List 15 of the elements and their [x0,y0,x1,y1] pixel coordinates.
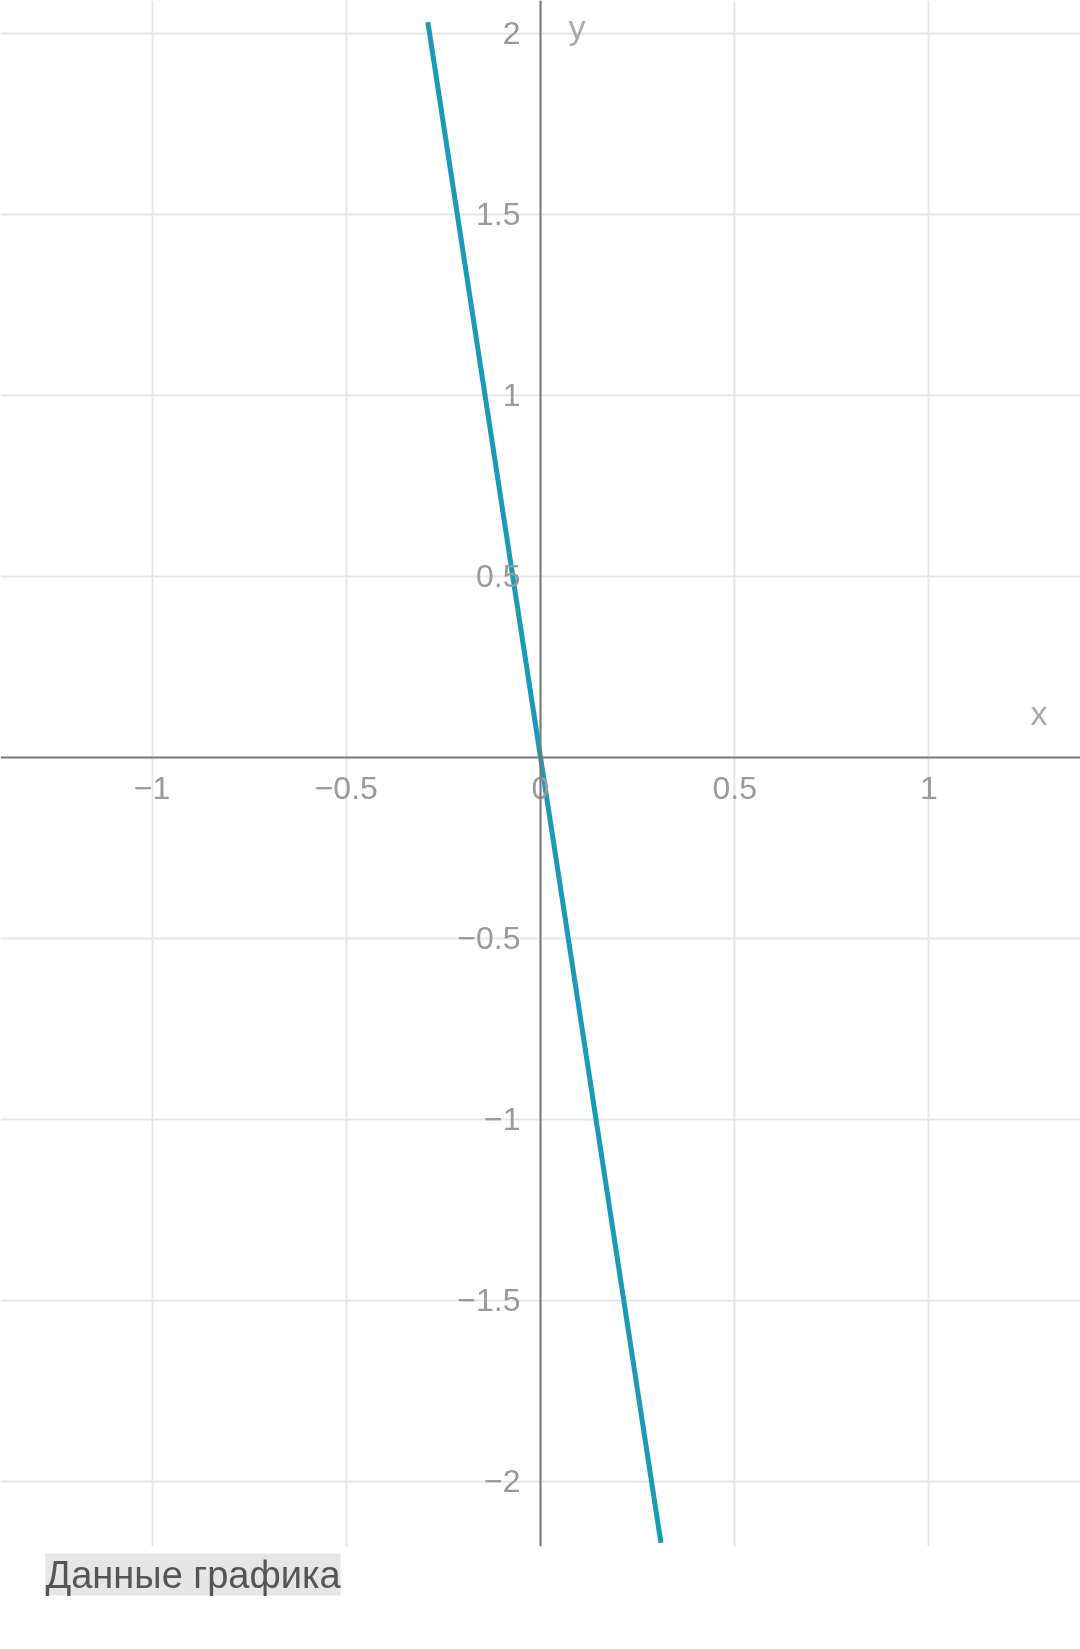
x-tick-label: −1 [133,770,171,807]
x-tick-label: 0 [531,770,550,807]
x-axis-title: x [1030,694,1048,733]
y-tick-label: 1.5 [476,196,521,233]
x-tick-label: 0.5 [712,770,757,807]
y-axis-title: y [568,7,586,46]
y-tick-label: −1.5 [457,1282,521,1319]
x-tick-label: 1 [920,770,938,807]
y-tick-label: 1 [502,377,521,414]
y-tick-label: −2 [484,1463,521,1500]
y-tick-label: −1 [484,1101,521,1138]
x-tick-label: −0.5 [314,770,378,807]
y-tick-label: 2 [502,15,521,52]
text: Данные графика [45,1553,342,1596]
y-tick-label: −0.5 [457,920,521,957]
